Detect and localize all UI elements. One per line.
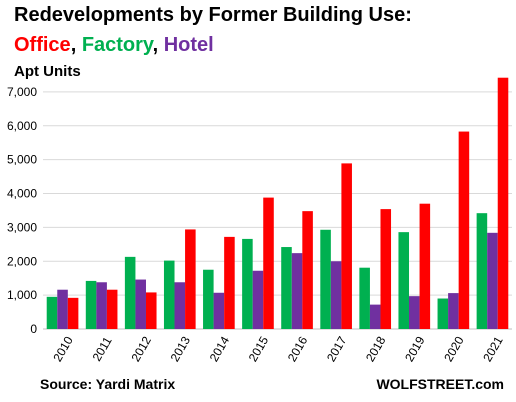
y-tick-label: 0	[30, 322, 37, 336]
y-tick-label: 3,000	[7, 220, 37, 234]
chart-subtitle: Office, Factory, Hotel	[14, 34, 214, 57]
x-tick-label: 2021	[480, 334, 506, 364]
bar-office-2020	[458, 131, 470, 329]
bar-office-2011	[106, 289, 118, 329]
bar-hotel-2014	[213, 292, 225, 329]
x-tick-label: 2010	[50, 334, 76, 364]
bar-factory-2011	[85, 280, 97, 329]
bar-hotel-2010	[57, 289, 68, 329]
bar-factory-2017	[320, 229, 331, 329]
bar-factory-2018	[359, 267, 370, 329]
bar-hotel-2011	[96, 282, 107, 329]
subtitle-hotel: Hotel	[163, 34, 214, 56]
bar-office-2010	[67, 297, 79, 329]
bar-office-2013	[185, 229, 196, 329]
bar-factory-2014	[203, 269, 214, 329]
y-tick-label: 4,000	[7, 187, 37, 201]
subtitle-sep-2: ,	[152, 34, 164, 56]
y-tick-label: 7,000	[7, 85, 37, 99]
bar-office-2012	[145, 292, 157, 329]
bar-office-2019	[419, 203, 431, 329]
bar-hotel-2016	[291, 253, 303, 329]
x-tick-label: 2018	[363, 334, 389, 364]
bar-factory-2020	[437, 298, 449, 329]
source-note: Source: Yardi Matrix	[40, 376, 176, 392]
bar-hotel-2015	[252, 270, 264, 329]
y-tick-label: 2,000	[7, 254, 37, 268]
bar-hotel-2021	[487, 232, 498, 329]
x-tick-label: 2012	[129, 334, 155, 364]
bar-office-2014	[224, 236, 235, 329]
brand-label: WOLFSTREET.com	[376, 376, 504, 392]
bar-hotel-2020	[448, 293, 459, 329]
bar-factory-2019	[398, 232, 410, 329]
bar-factory-2021	[476, 213, 488, 329]
x-tick-label: 2011	[90, 334, 115, 364]
bar-factory-2015	[242, 238, 253, 329]
bar-office-2021	[497, 77, 509, 329]
x-tick-label: 2015	[246, 334, 272, 364]
subtitle-sep-1: ,	[70, 34, 82, 56]
x-tick-label: 2017	[324, 334, 350, 364]
subtitle-factory: Factory	[81, 34, 153, 56]
bar-office-2015	[263, 197, 274, 329]
x-tick-label: 2020	[441, 334, 467, 364]
x-tick-label: 2013	[168, 334, 194, 364]
bar-factory-2016	[281, 247, 292, 329]
y-tick-label: 6,000	[7, 119, 37, 133]
y-tick-label: 1,000	[7, 288, 37, 302]
bar-factory-2013	[163, 260, 175, 329]
bar-factory-2010	[46, 296, 58, 329]
x-tick-label: 2016	[285, 334, 311, 364]
bar-office-2018	[380, 209, 392, 329]
bar-factory-2012	[124, 256, 136, 329]
subtitle-office: Office	[14, 34, 71, 56]
bar-office-2016	[302, 211, 313, 329]
bar-hotel-2013	[174, 282, 186, 329]
chart-title: Redevelopments by Former Building Use:	[14, 4, 412, 26]
bar-hotel-2017	[330, 261, 342, 329]
x-tick-label: 2019	[402, 334, 428, 364]
bar-office-2017	[341, 163, 352, 329]
x-tick-label: 2014	[207, 334, 233, 364]
y-axis-label: Apt Units	[14, 63, 81, 80]
bar-hotel-2012	[135, 279, 146, 329]
bar-hotel-2018	[369, 304, 381, 329]
bar-hotel-2019	[409, 296, 420, 329]
y-tick-label: 5,000	[7, 153, 37, 167]
